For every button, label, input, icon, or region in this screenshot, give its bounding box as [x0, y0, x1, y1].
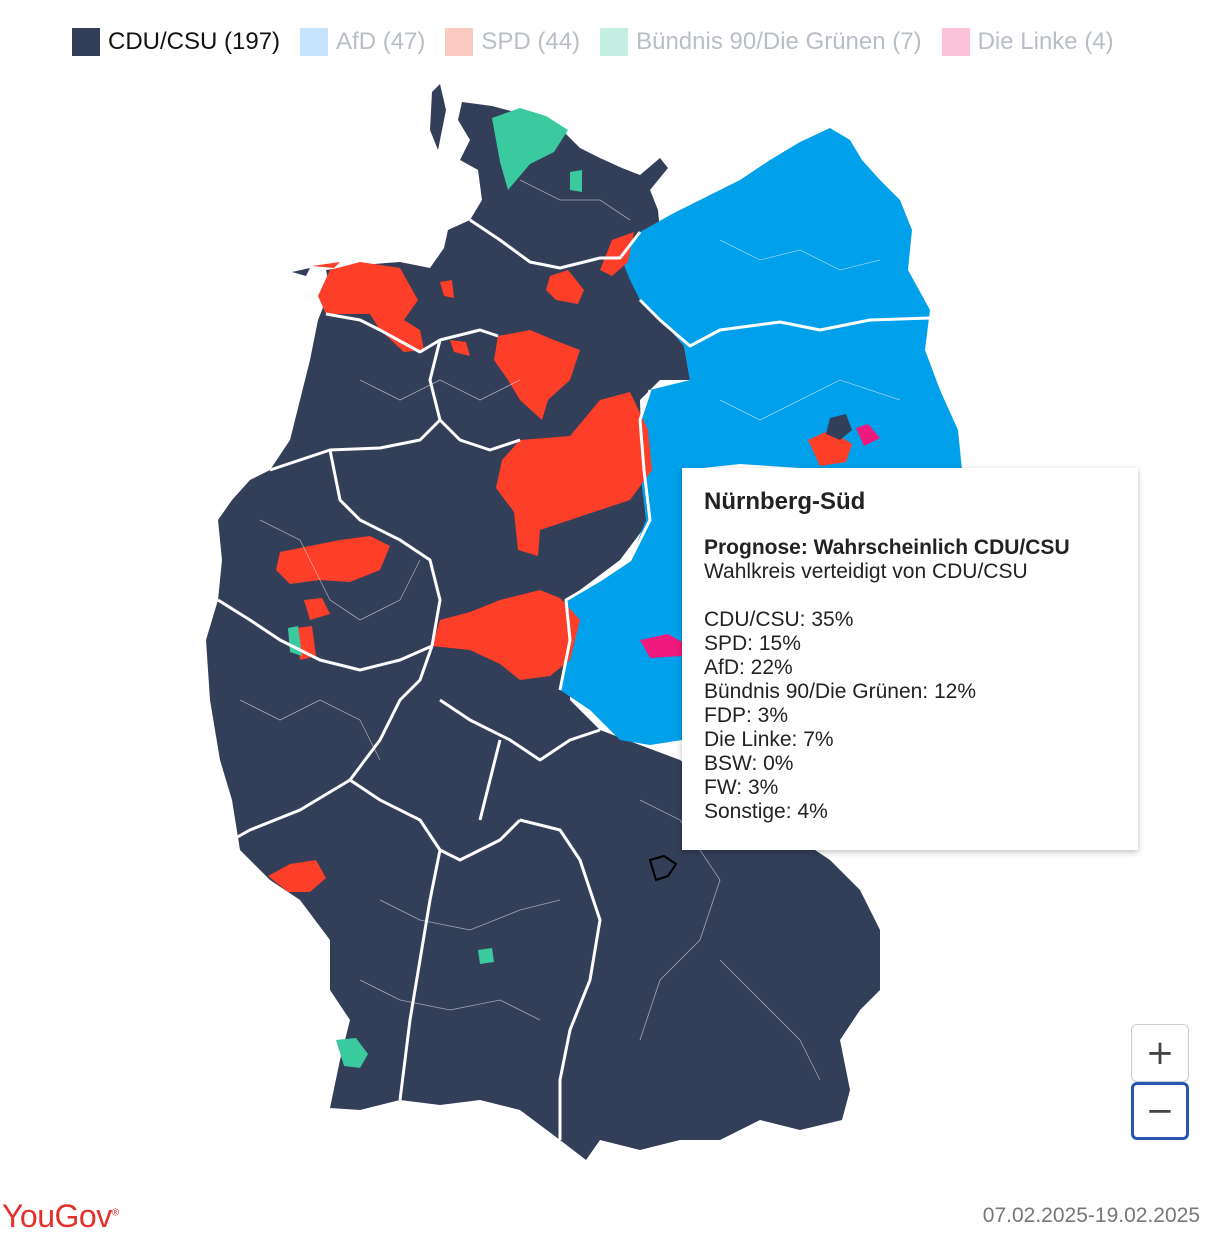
legend-item-gruene[interactable]: Bündnis 90/Die Grünen (7) — [600, 28, 922, 56]
constituency-borders — [239, 179, 901, 1081]
state-borders — [217, 218, 931, 1140]
tooltip-result-row: FW: 3% — [704, 776, 779, 799]
logo-registered-mark: ® — [111, 1207, 119, 1219]
map-region-gruene[interactable] — [478, 948, 494, 964]
map-region-spd[interactable] — [440, 280, 454, 298]
tooltip-defended: Wahlkreis verteidigt von CDU/CSU — [704, 560, 1028, 583]
map-island — [430, 84, 446, 150]
map-region-spd[interactable] — [496, 392, 652, 556]
map-region-spd[interactable] — [600, 232, 634, 276]
map-region-afd[interactable] — [560, 128, 962, 745]
map-region-gruene[interactable] — [336, 1038, 368, 1068]
tooltip-result-row: Sonstige: 4% — [704, 800, 828, 823]
tooltip-prognosis: Prognose: Wahrscheinlich CDU/CSU — [704, 536, 1070, 559]
legend-item-spd[interactable]: SPD (44) — [445, 28, 580, 56]
legend-item-afd[interactable]: AfD (47) — [300, 28, 425, 56]
tooltip-result-row: SPD: 15% — [704, 632, 801, 655]
zoom-out-button[interactable]: − — [1131, 1082, 1189, 1140]
tooltip-result-row: Die Linke: 7% — [704, 728, 834, 751]
map-region-gruene[interactable] — [570, 170, 582, 192]
map-region-spd[interactable] — [494, 330, 580, 420]
map-region-spd[interactable] — [432, 590, 580, 680]
map-region-linke[interactable] — [640, 634, 682, 658]
map-region-selected-nuernberg-sued[interactable] — [648, 854, 678, 882]
legend-swatch-linke — [941, 28, 970, 56]
map-region-spd[interactable] — [450, 340, 470, 356]
map-island — [292, 268, 310, 276]
legend-label-gruene: Bündnis 90/Die Grünen (7) — [636, 28, 922, 55]
legend-label-linke: Die Linke (4) — [977, 28, 1114, 55]
logo-text: YouGov — [2, 1198, 112, 1234]
tooltip-result-row: BSW: 0% — [704, 752, 794, 775]
legend-swatch-afd — [300, 28, 329, 56]
map-region-spd[interactable] — [268, 860, 326, 892]
map-region-spd[interactable] — [318, 262, 424, 352]
legend-label-cdu-csu: CDU/CSU (197) — [108, 28, 281, 55]
map-region-gruene[interactable] — [492, 108, 568, 190]
legend-swatch-gruene — [600, 28, 629, 56]
map-region-linke[interactable] — [856, 424, 880, 446]
date-range: 07.02.2025-19.02.2025 — [982, 1204, 1200, 1227]
tooltip-result-row: Bündnis 90/Die Grünen: 12% — [704, 680, 977, 703]
legend-swatch-spd — [445, 28, 474, 56]
constituency-tooltip: Nürnberg-Süd Prognose: Wahrscheinlich CD… — [682, 468, 1138, 850]
legend-label-afd: AfD (47) — [336, 28, 426, 55]
yougov-logo: YouGov® — [2, 1198, 119, 1235]
map-region-spd[interactable] — [312, 262, 340, 268]
legend-label-spd: SPD (44) — [481, 28, 581, 55]
map-region-spd[interactable] — [276, 536, 390, 584]
legend-swatch-cdu-csu — [72, 28, 100, 56]
map-region-spd[interactable] — [304, 598, 330, 620]
tooltip-result-row: FDP: 3% — [704, 704, 789, 727]
legend-item-linke[interactable]: Die Linke (4) — [941, 28, 1114, 56]
map-region-berlin[interactable] — [826, 414, 852, 440]
map-region-spd[interactable] — [546, 270, 584, 304]
tooltip-result-row: CDU/CSU: 35% — [704, 608, 854, 631]
tooltip-title: Nürnberg-Süd — [704, 488, 866, 515]
legend-item-cdu-csu[interactable]: CDU/CSU (197) — [72, 28, 280, 56]
zoom-in-button[interactable]: + — [1131, 1024, 1189, 1082]
legend: CDU/CSU (197) AfD (47) SPD (44) Bündnis … — [72, 26, 1114, 58]
tooltip-result-row: AfD: 22% — [704, 656, 793, 679]
